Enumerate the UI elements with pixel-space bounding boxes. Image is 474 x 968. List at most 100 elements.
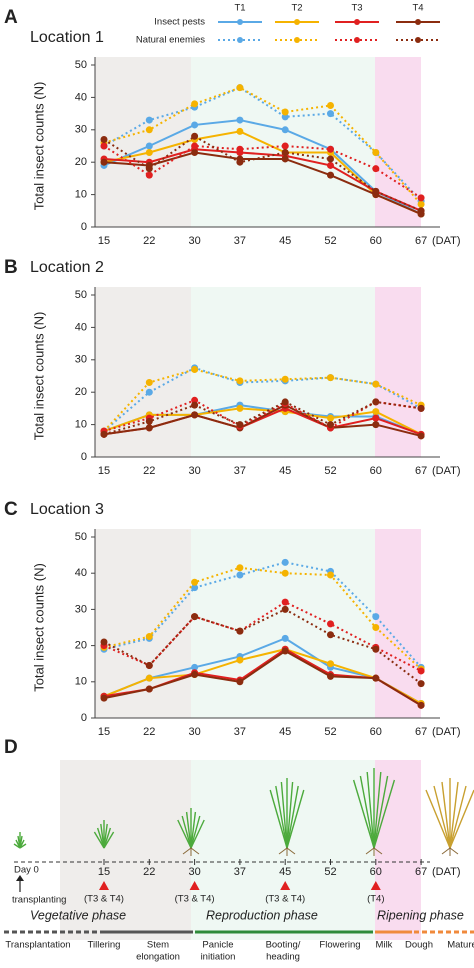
series-line	[103, 649, 422, 707]
data-point	[100, 430, 108, 438]
series-line	[103, 135, 422, 212]
data-point	[191, 401, 199, 409]
data-point	[145, 633, 153, 641]
data-point	[372, 674, 380, 682]
plant-leaf	[366, 771, 375, 849]
x-tick-label: 60	[370, 465, 382, 477]
legend-marker	[354, 37, 360, 43]
data-point	[327, 571, 334, 579]
stage-label: Booting/	[266, 940, 301, 951]
stage-label: Milk	[376, 940, 393, 951]
series-line	[103, 86, 422, 202]
timeline-tick-label: 67	[415, 866, 427, 878]
data-point	[372, 398, 380, 406]
series-line	[103, 144, 422, 199]
y-tick-label: 0	[81, 221, 87, 233]
shade-reproductive	[191, 57, 375, 227]
application-label: (T3 & T4)	[265, 894, 305, 905]
data-point	[100, 694, 108, 702]
shade-vegetative	[95, 529, 191, 718]
plant-leaf	[19, 843, 27, 849]
data-point	[417, 701, 425, 709]
legend-row: Insect pests	[154, 17, 205, 28]
plant-leaf	[103, 827, 112, 849]
data-point	[191, 148, 199, 156]
shade-ripening	[375, 529, 421, 718]
y-tick-label: 50	[75, 531, 87, 543]
stage-label: initiation	[201, 952, 236, 963]
x-tick-label: 67	[415, 726, 427, 738]
data-point	[145, 674, 153, 682]
data-point	[417, 200, 425, 208]
x-tick-label: 22	[143, 726, 155, 738]
phase-label: Reproduction phase	[206, 908, 318, 922]
data-point	[191, 396, 199, 404]
data-point	[191, 366, 199, 374]
legend-column: T2	[291, 3, 302, 14]
data-point	[236, 377, 244, 385]
data-point	[372, 613, 380, 621]
data-point	[236, 571, 244, 579]
x-tick-label: 30	[188, 235, 200, 247]
series-line	[103, 404, 422, 437]
x-tick-label: 22	[143, 235, 155, 247]
data-point	[372, 408, 380, 416]
transplant-arrowhead	[16, 875, 24, 881]
data-point	[281, 108, 289, 116]
data-point	[372, 645, 380, 653]
data-point	[417, 432, 425, 440]
y-tick-label: 10	[75, 676, 87, 688]
application-marker	[99, 881, 109, 890]
plant-root	[365, 847, 383, 856]
stage-label: Mature	[447, 940, 474, 951]
plant-leaf	[286, 789, 305, 849]
plant-leaf	[449, 789, 474, 849]
legend-marker	[237, 37, 243, 43]
x-unit: (DAT)	[432, 235, 461, 247]
data-point	[327, 374, 334, 382]
timeline-tick-label: 52	[324, 866, 336, 878]
data-point	[145, 142, 153, 150]
series-line	[103, 400, 422, 436]
series-line	[103, 608, 422, 685]
plant-root	[182, 847, 200, 856]
shade-ripening	[375, 760, 421, 940]
data-point	[281, 647, 289, 655]
timeline-tick-label: 15	[98, 866, 110, 878]
y-tick-label: 0	[81, 712, 87, 724]
y-axis-label: Total insect counts (N)	[31, 312, 46, 441]
timeline-tick-label: 30	[188, 866, 200, 878]
x-tick-label: 45	[279, 235, 291, 247]
y-axis-label: Total insect counts (N)	[31, 82, 46, 211]
plant-leaf	[177, 819, 192, 849]
x-tick-label: 30	[188, 726, 200, 738]
data-point	[236, 84, 244, 92]
data-point	[236, 127, 244, 135]
data-point	[145, 685, 153, 693]
x-tick-label: 15	[98, 235, 110, 247]
x-tick-label: 30	[188, 465, 200, 477]
data-point	[417, 194, 425, 202]
plant-leaf	[93, 831, 105, 849]
y-tick-label: 10	[75, 189, 87, 201]
x-tick-label: 37	[234, 726, 246, 738]
y-tick-label: 20	[75, 156, 87, 168]
plant-leaf	[449, 785, 467, 849]
x-tick-label: 15	[98, 465, 110, 477]
data-point	[191, 578, 199, 586]
x-tick-label: 60	[370, 726, 382, 738]
data-point	[417, 404, 425, 412]
data-point	[145, 171, 153, 179]
data-point	[327, 672, 334, 680]
plant-leaf	[373, 775, 389, 849]
data-point	[145, 424, 153, 432]
y-tick-label: 50	[75, 59, 87, 71]
y-tick-label: 30	[75, 603, 87, 615]
series-line	[103, 399, 422, 433]
legend-marker	[237, 19, 243, 25]
x-tick-label: 60	[370, 235, 382, 247]
y-tick-label: 30	[75, 354, 87, 366]
data-point	[327, 155, 334, 163]
x-tick-label: 15	[98, 726, 110, 738]
plant-root	[441, 847, 459, 856]
